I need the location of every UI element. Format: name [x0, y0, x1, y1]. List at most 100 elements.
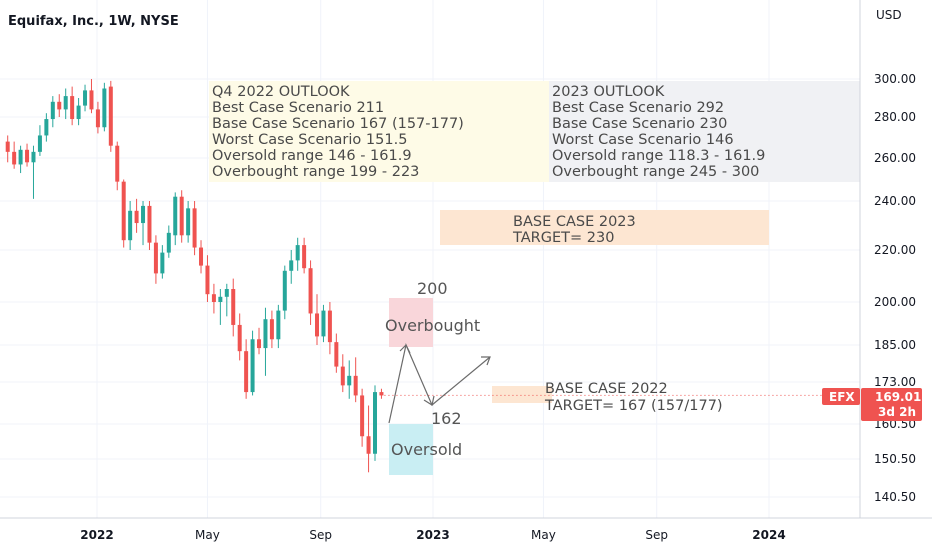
price-tick-label: 220.00 — [874, 243, 916, 257]
candle — [5, 135, 10, 163]
candle — [102, 82, 107, 132]
candle-body — [211, 294, 216, 302]
candle-body — [89, 90, 94, 110]
price-badge — [861, 388, 922, 421]
candle-body — [147, 205, 152, 243]
candle-body — [231, 289, 236, 325]
oversold-box — [389, 424, 433, 475]
outlook-2023-line: Best Case Scenario 292 — [552, 100, 724, 116]
candle — [218, 289, 223, 325]
candle — [334, 333, 339, 373]
time-tick-label: May — [531, 528, 556, 542]
candle — [63, 88, 68, 120]
candle-body — [153, 242, 158, 274]
candle-body — [347, 375, 352, 386]
candle — [70, 86, 75, 126]
time-tick-label: Sep — [309, 528, 332, 542]
candle-body — [31, 151, 36, 163]
candle-body — [321, 310, 326, 337]
candle-body — [37, 135, 42, 152]
countdown-label: 3d 2h — [878, 405, 916, 419]
candle — [205, 255, 210, 302]
q4-outlook-line: Oversold range 146 - 161.9 — [212, 148, 412, 164]
candle — [18, 145, 23, 174]
oversold-label: Oversold — [391, 440, 462, 459]
candle-body — [173, 196, 178, 236]
overbought-level-label: 200 — [417, 279, 448, 298]
candle — [76, 98, 81, 126]
outlook-2023-line: Worst Case Scenario 146 — [552, 132, 734, 148]
candle-body — [12, 151, 17, 165]
candle-body — [199, 247, 204, 266]
time-tick-label: 2023 — [416, 528, 449, 542]
candle-body — [25, 149, 30, 163]
candle-body — [76, 105, 81, 120]
candle-body — [141, 205, 146, 224]
candle — [83, 84, 88, 112]
q4-outlook-line: Best Case Scenario 211 — [212, 100, 384, 116]
candle — [295, 237, 300, 271]
base-case-2023-box — [440, 210, 769, 245]
price-tick-label: 280.00 — [874, 110, 916, 124]
candle-body — [308, 268, 313, 314]
candle — [173, 192, 178, 246]
base-case-2023-line: TARGET= 230 — [512, 230, 614, 246]
projection-line — [388, 343, 491, 424]
candle — [128, 201, 133, 250]
time-tick-label: 2022 — [80, 528, 113, 542]
last-price-badge: EFX 169.01 3d 2h — [822, 388, 922, 421]
overbought-box — [389, 298, 433, 347]
candle — [153, 235, 158, 284]
candle-body — [250, 339, 255, 393]
candle-body — [134, 210, 139, 224]
candle — [366, 405, 371, 473]
candle — [12, 141, 17, 169]
price-tick-label: 140.50 — [874, 490, 916, 504]
candle — [95, 101, 100, 134]
base-case-2022-text: BASE CASE 2022 TARGET= 167 (157/177) — [544, 381, 723, 414]
candle — [108, 80, 113, 152]
candle-body — [360, 395, 365, 437]
candle — [186, 201, 191, 243]
time-axis[interactable]: 2022 May Sep 2023 May Sep 2024 — [80, 528, 785, 542]
candle — [57, 94, 62, 117]
candle-body — [315, 313, 320, 337]
annotations — [209, 81, 860, 475]
price-tick-label: 173.00 — [874, 375, 916, 389]
time-tick-label: 2024 — [752, 528, 785, 542]
time-tick-label: Sep — [645, 528, 668, 542]
candle — [89, 79, 94, 114]
candle — [37, 125, 42, 156]
base-case-2022-line: TARGET= 167 (157/177) — [544, 398, 723, 414]
candle — [269, 310, 274, 349]
candle — [44, 113, 49, 142]
candle-body — [295, 245, 300, 261]
candle — [121, 179, 126, 248]
candle — [115, 141, 120, 191]
candle-body — [192, 208, 197, 248]
candle — [302, 237, 307, 274]
price-tick-label: 300.00 — [874, 72, 916, 86]
outlook-2023-box — [549, 81, 860, 182]
candle-body — [282, 270, 287, 311]
candle — [25, 143, 30, 167]
candle-body — [160, 252, 165, 274]
candle — [315, 294, 320, 345]
candle-body — [102, 88, 107, 128]
price-tick-label: 185.00 — [874, 338, 916, 352]
candle — [353, 357, 358, 403]
candle-body — [57, 101, 62, 110]
candle — [31, 145, 36, 199]
candle-body — [353, 375, 358, 396]
candle — [192, 201, 197, 256]
q4-outlook-text: Q4 2022 OUTLOOK Best Case Scenario 211 B… — [212, 84, 464, 180]
candle — [360, 388, 365, 447]
candle — [50, 96, 55, 128]
price-axis[interactable]: 300.00 280.00 260.00 240.00 220.00 200.00 185.… — [874, 72, 916, 504]
candles — [5, 79, 860, 473]
candle-body — [334, 342, 339, 367]
base-case-2023-line: BASE CASE 2023 — [513, 214, 636, 230]
candle — [160, 245, 165, 279]
candle — [276, 304, 281, 349]
